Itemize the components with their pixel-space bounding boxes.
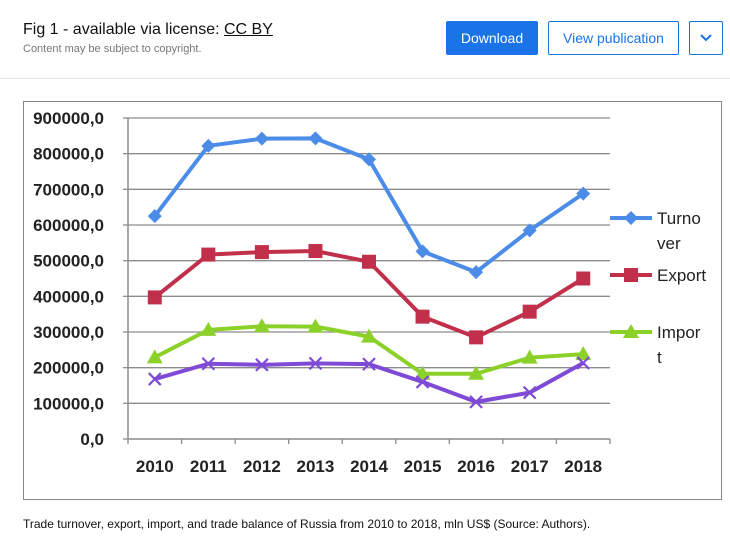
data-point-turnover bbox=[201, 138, 216, 153]
legend-label-turnover: Turno bbox=[657, 209, 701, 228]
data-point-export bbox=[362, 254, 376, 269]
x-tick-label: 2015 bbox=[404, 457, 442, 476]
y-tick-label: 500000,0 bbox=[33, 252, 104, 271]
copyright-note: Content may be subject to copyright. bbox=[23, 43, 202, 55]
data-point-import bbox=[414, 365, 431, 380]
data-point-export bbox=[576, 271, 591, 286]
data-point-export bbox=[254, 245, 269, 260]
y-tick-label: 800000,0 bbox=[33, 145, 104, 164]
data-point-export bbox=[147, 290, 162, 305]
legend-label-turnover: ver bbox=[657, 234, 681, 253]
x-tick-label: 2011 bbox=[190, 457, 227, 476]
legend-marker-import bbox=[623, 324, 639, 338]
legend-label-import: t bbox=[657, 348, 662, 367]
data-point-import bbox=[468, 365, 485, 380]
data-point-turnover bbox=[254, 131, 269, 146]
y-tick-label: 400000,0 bbox=[33, 287, 104, 306]
x-tick-label: 2013 bbox=[297, 457, 335, 476]
y-tick-label: 600000,0 bbox=[33, 216, 104, 235]
data-point-unnamed bbox=[362, 357, 376, 371]
figure-header: Fig 1 - available via license: CC BY Con… bbox=[0, 0, 730, 79]
data-point-export bbox=[415, 309, 430, 324]
legend-label-import: Impor bbox=[657, 323, 701, 342]
legend-label-export: Export bbox=[657, 266, 706, 285]
legend-marker-turnover bbox=[624, 211, 638, 225]
figure-title-prefix: Fig 1 - available via license: bbox=[23, 21, 224, 38]
x-tick-label: 2014 bbox=[350, 457, 388, 476]
data-point-export bbox=[522, 304, 537, 319]
data-point-turnover bbox=[308, 131, 323, 146]
chevron-down-icon bbox=[700, 34, 712, 42]
data-point-turnover bbox=[147, 209, 162, 224]
view-publication-button[interactable]: View publication bbox=[548, 21, 679, 55]
line-chart: 0,0 100000,0 200000,0 300000,0 400000,0 50000… bbox=[33, 109, 706, 476]
data-point-unnamed bbox=[469, 395, 483, 409]
figure-caption: Trade turnover, export, import, and trad… bbox=[23, 517, 591, 531]
legend-marker-export bbox=[624, 268, 638, 282]
data-point-turnover bbox=[469, 265, 484, 280]
data-point-import bbox=[361, 328, 377, 343]
data-point-unnamed bbox=[201, 356, 216, 371]
data-point-turnover bbox=[362, 152, 376, 167]
data-point-turnover bbox=[576, 186, 591, 201]
data-point-import bbox=[521, 349, 538, 364]
data-point-import bbox=[200, 321, 217, 336]
data-point-unnamed bbox=[148, 372, 162, 386]
more-options-button[interactable] bbox=[689, 21, 723, 55]
figure-image: 0,0 100000,0 200000,0 300000,0 400000,0 50000… bbox=[23, 101, 722, 500]
y-tick-label: 0,0 bbox=[80, 430, 104, 449]
data-point-unnamed bbox=[308, 356, 323, 371]
data-point-export bbox=[201, 247, 216, 262]
data-point-turnover bbox=[522, 223, 537, 238]
y-tick-label: 100000,0 bbox=[33, 394, 104, 413]
download-button[interactable]: Download bbox=[446, 21, 538, 55]
data-point-export bbox=[308, 244, 323, 259]
y-tick-label: 900000,0 bbox=[33, 109, 104, 128]
figure-title: Fig 1 - available via license: CC BY bbox=[23, 21, 273, 39]
series-line-unnamed bbox=[154, 361, 585, 404]
y-tick-label: 300000,0 bbox=[33, 323, 104, 342]
data-point-unnamed bbox=[255, 358, 269, 372]
data-point-unnamed bbox=[415, 375, 430, 389]
data-point-unnamed bbox=[522, 385, 537, 400]
y-tick-label: 200000,0 bbox=[33, 359, 104, 378]
data-point-unnamed bbox=[576, 356, 590, 370]
data-point-import bbox=[307, 318, 324, 333]
data-point-import bbox=[146, 349, 163, 364]
data-point-export bbox=[469, 330, 484, 345]
y-tick-label: 700000,0 bbox=[33, 180, 104, 199]
license-link[interactable]: CC BY bbox=[223, 21, 273, 38]
x-tick-label: 2012 bbox=[243, 457, 281, 476]
data-point-import bbox=[253, 318, 270, 333]
x-tick-label: 2010 bbox=[136, 457, 174, 476]
x-tick-label: 2017 bbox=[511, 457, 549, 476]
x-tick-label: 2018 bbox=[564, 457, 602, 476]
data-point-import bbox=[575, 346, 592, 361]
data-point-turnover bbox=[415, 244, 430, 259]
x-tick-label: 2016 bbox=[457, 457, 495, 476]
